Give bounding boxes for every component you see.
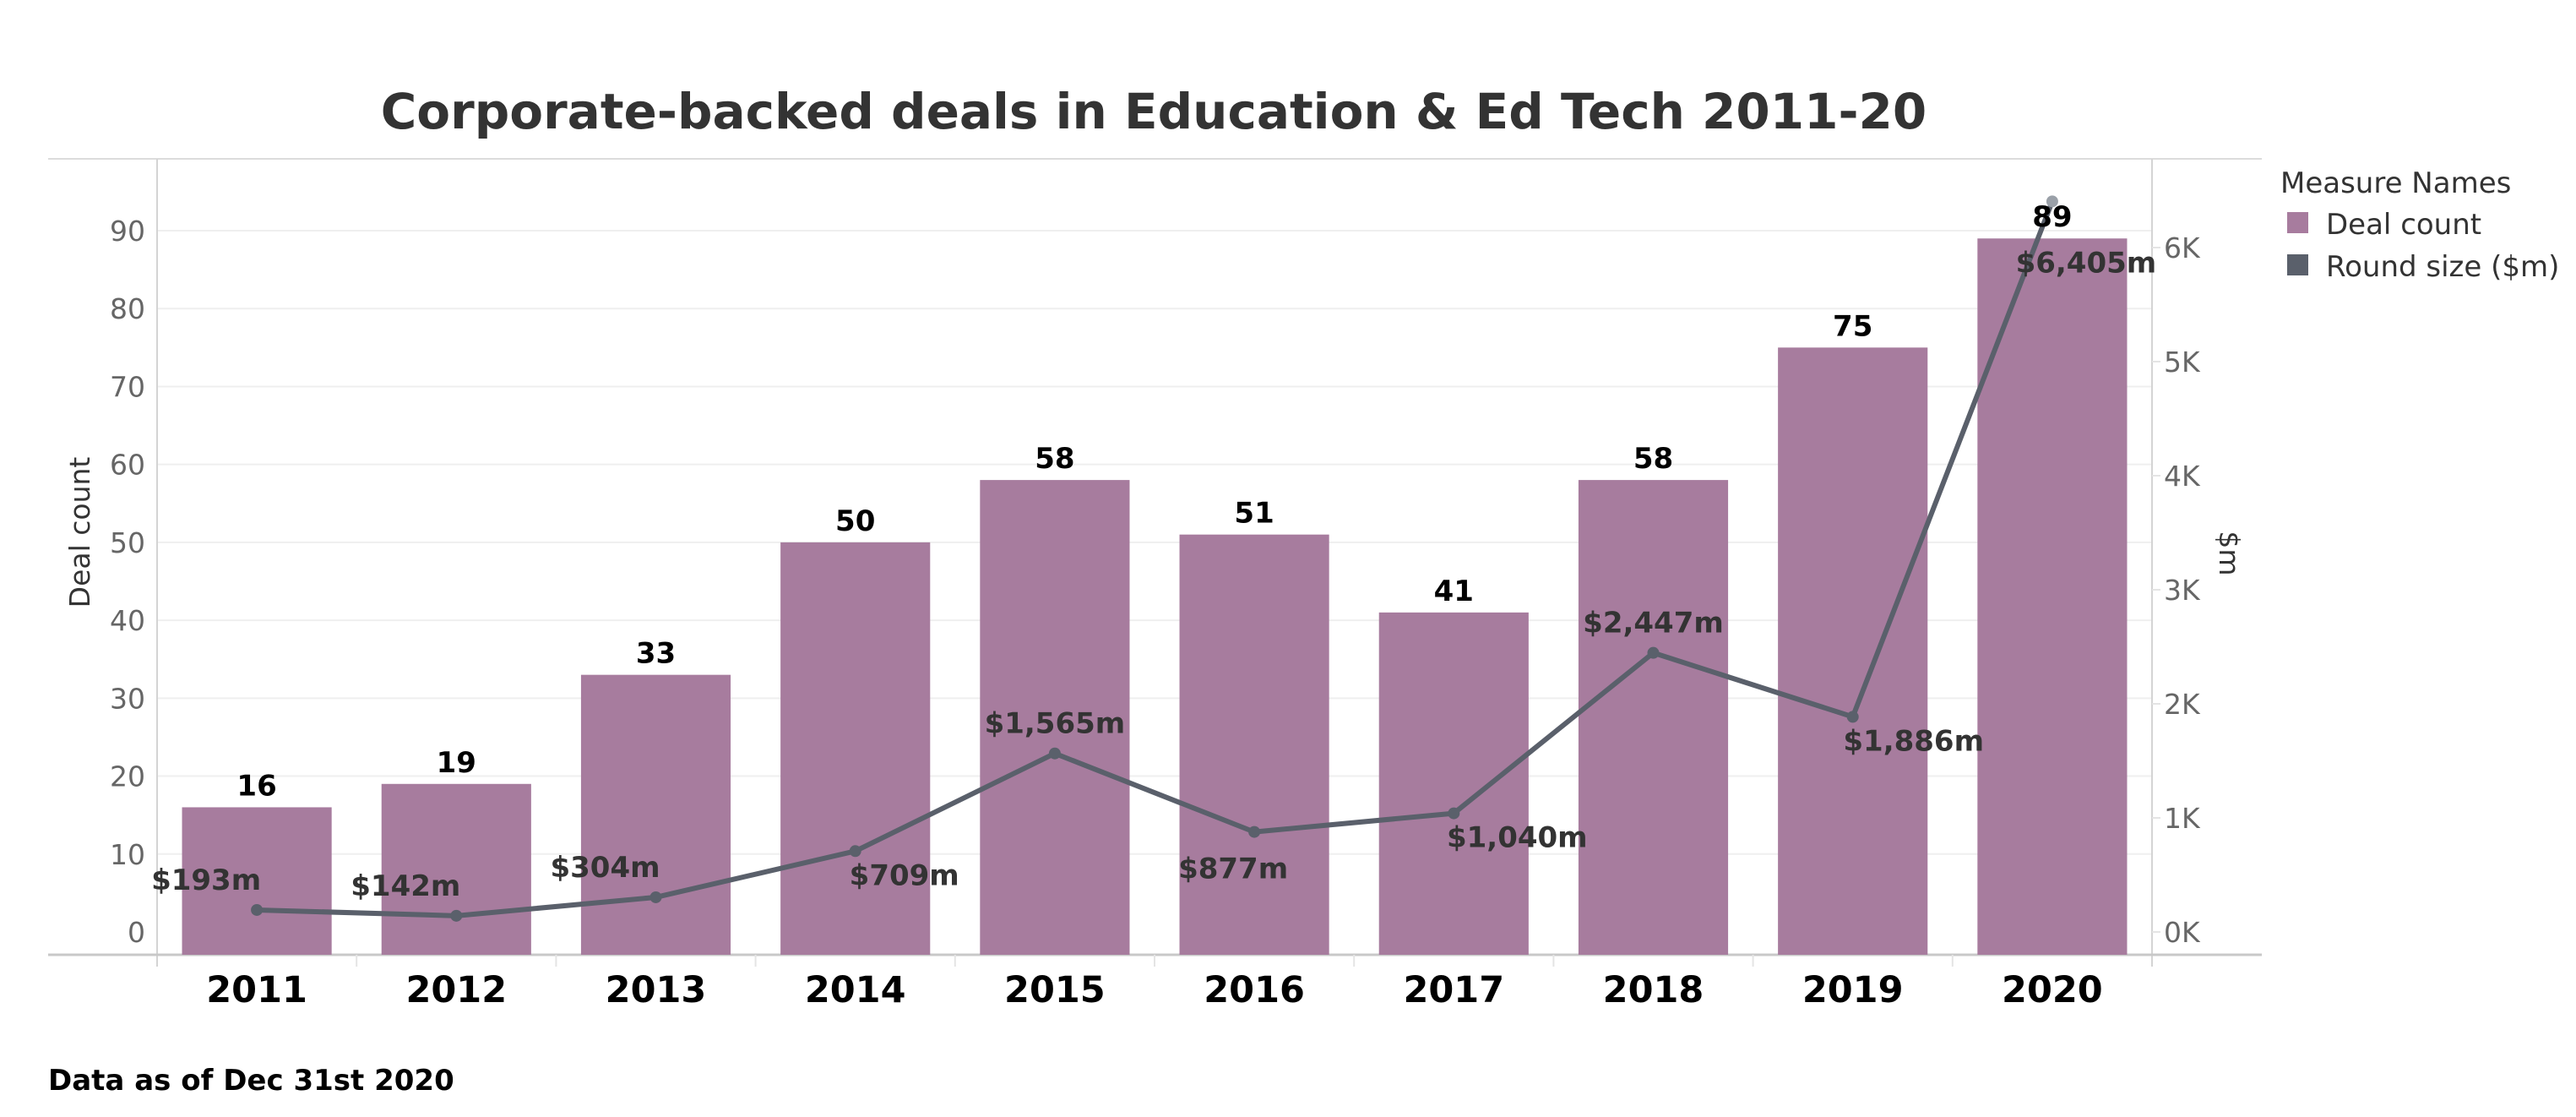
y-tick-label: 0 [128, 916, 145, 949]
y-tick-label: 60 [110, 449, 145, 482]
bar-2017[interactable] [1378, 612, 1529, 955]
x-axis-ticks: 2011 2012 2013 2014 2015 2016 2017 2018 2019 2020 [206, 969, 2102, 1011]
y-axis-left-ticks: 0 10 20 30 40 50 60 70 80 90 [110, 215, 145, 949]
bar-2012[interactable] [381, 783, 531, 955]
line-point-2015[interactable] [1048, 747, 1061, 760]
chart-title: Corporate-backed deals in Education & Ed… [381, 83, 1927, 140]
line-point-2018[interactable] [1647, 646, 1660, 659]
y2-tick-label: 0K [2164, 916, 2201, 949]
y2-tick-label: 4K [2164, 460, 2201, 493]
bar-2011[interactable] [182, 807, 332, 955]
y-axis-right-title: $m [2213, 531, 2246, 575]
x-tick-label: 2017 [1403, 969, 1504, 1011]
bar-label-2019: 75 [1833, 309, 1872, 343]
x-tick-label: 2015 [1004, 969, 1106, 1011]
bar-2018[interactable] [1578, 480, 1729, 955]
y-tick-label: 20 [110, 760, 145, 793]
bar-label-2014: 50 [835, 504, 875, 538]
line-point-2020[interactable] [2046, 195, 2058, 208]
bar-2016[interactable] [1179, 534, 1329, 955]
x-tick-label: 2020 [2002, 969, 2103, 1011]
line-point-2013[interactable] [649, 891, 662, 903]
line-label-2019: $1,886m [1843, 724, 1984, 758]
y2-tick-label: 5K [2164, 346, 2201, 379]
line-label-2015: $1,565m [985, 707, 1126, 741]
footnote: Data as of Dec 31st 2020 [48, 1064, 454, 1098]
gridlines [157, 230, 2152, 855]
line-point-2012[interactable] [450, 909, 463, 922]
legend-swatch-deal-count [2287, 212, 2308, 233]
line-label-2014: $709m [850, 858, 959, 892]
y2-tick-label: 1K [2164, 802, 2201, 835]
bar-label-2018: 58 [1633, 442, 1673, 476]
bar-label-2013: 33 [636, 637, 676, 671]
y-tick-label: 10 [110, 838, 145, 871]
x-tick-label: 2018 [1603, 969, 1704, 1011]
line-point-2014[interactable] [849, 845, 861, 858]
x-tick-label: 2019 [1802, 969, 1904, 1011]
line-label-2016: $877m [1178, 853, 1288, 886]
line-label-2020: $6,405m [2016, 246, 2157, 280]
bar-label-2011: 16 [236, 769, 276, 803]
legend-swatch-round-size [2287, 254, 2308, 275]
legend-title: Measure Names [2280, 166, 2511, 200]
bar-2020[interactable] [1977, 238, 2128, 955]
bar-2019[interactable] [1778, 347, 1928, 955]
line-point-2017[interactable] [1448, 807, 1460, 820]
line-label-2012: $142m [351, 869, 460, 903]
bar-label-2017: 41 [1434, 575, 1474, 608]
legend-item-deal-count[interactable]: Deal count [2326, 208, 2481, 242]
x-tick-label: 2013 [606, 969, 707, 1011]
y-axis-left-title: Deal count [63, 457, 96, 608]
bar-2014[interactable] [780, 542, 931, 955]
y-tick-label: 70 [110, 370, 145, 403]
y-axis-right-ticks: 0K 1K 2K 3K 4K 5K 6K [2152, 232, 2201, 949]
round-size-line [257, 200, 2055, 918]
bar-series-deal-count [182, 238, 2128, 955]
bar-label-2012: 19 [437, 746, 476, 780]
bar-data-labels: 16 19 33 50 58 51 41 58 75 89 [236, 200, 2072, 803]
bar-label-2016: 51 [1234, 497, 1274, 531]
line-label-2018: $2,447m [1583, 607, 1724, 640]
bar-2015[interactable] [980, 480, 1130, 955]
x-tick-label: 2014 [805, 969, 906, 1011]
bar-label-2020: 89 [2032, 200, 2072, 234]
y2-tick-label: 3K [2164, 574, 2201, 607]
line-point-2019[interactable] [1846, 711, 1859, 723]
line-label-2013: $304m [550, 851, 660, 885]
legend-item-round-size[interactable]: Round size ($m) [2326, 250, 2559, 284]
x-tick-label: 2016 [1204, 969, 1305, 1011]
y-tick-label: 90 [110, 215, 145, 248]
y-tick-label: 40 [110, 604, 145, 637]
bar-2013[interactable] [580, 674, 731, 955]
line-point-2011[interactable] [251, 903, 264, 916]
bar-label-2015: 58 [1035, 442, 1074, 476]
y-tick-label: 30 [110, 682, 145, 715]
x-tick-label: 2012 [405, 969, 507, 1011]
line-label-2011: $193m [151, 864, 261, 897]
x-tick-label: 2011 [206, 969, 307, 1011]
y-tick-label: 50 [110, 526, 145, 559]
line-point-2016[interactable] [1248, 825, 1261, 838]
legend: Measure Names Deal count Round size ($m) [2280, 166, 2559, 284]
line-series-round-size [251, 195, 2058, 922]
line-label-2017: $1,040m [1447, 821, 1588, 855]
y-tick-label: 80 [110, 292, 145, 325]
plot-frame [48, 158, 2262, 967]
y2-tick-label: 2K [2164, 688, 2201, 721]
line-data-labels: $193m $142m $304m $709m $1,565m $877m $1,040m $… [151, 246, 2156, 903]
y2-tick-label: 6K [2164, 232, 2201, 264]
